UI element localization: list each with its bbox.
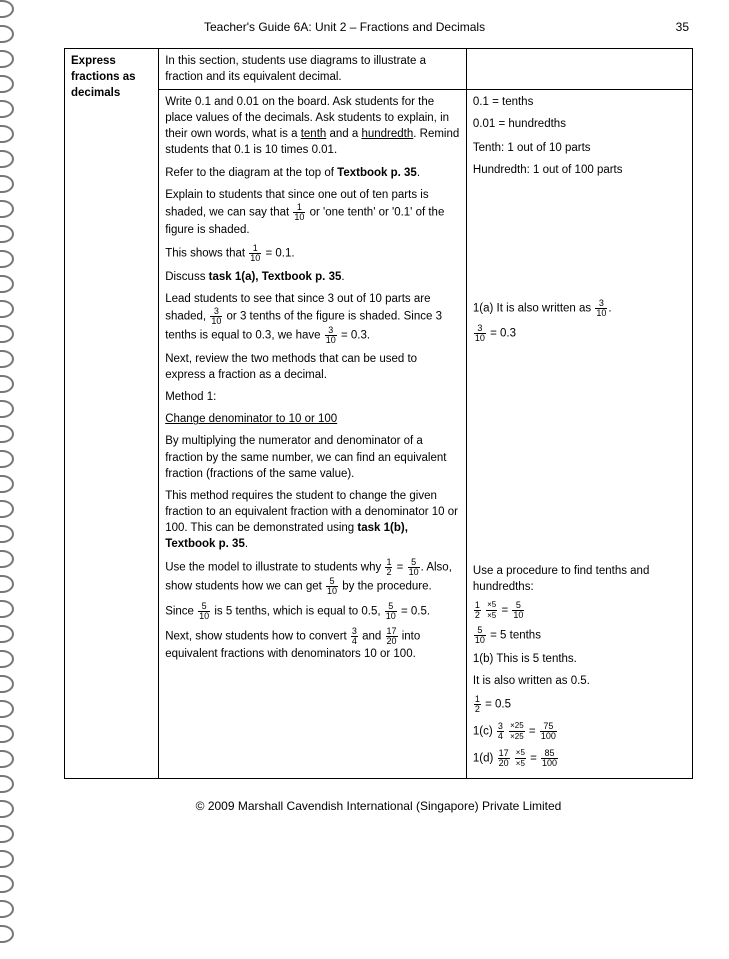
- header-title: Teacher's Guide 6A: Unit 2 – Fractions a…: [204, 20, 485, 34]
- fraction-mult: ×5×5: [515, 749, 526, 768]
- fraction: 110: [249, 244, 261, 263]
- fraction: 510: [408, 558, 420, 577]
- instruction-cell: Write 0.1 and 0.01 on the board. Ask stu…: [159, 90, 467, 779]
- copyright-footer: © 2009 Marshall Cavendish International …: [64, 799, 693, 813]
- fraction: 12: [474, 695, 481, 714]
- fraction: 510: [326, 577, 338, 596]
- fraction: 12: [385, 558, 392, 577]
- notes-cell: 0.1 = tenths 0.01 = hundredths Tenth: 1 …: [466, 90, 692, 779]
- instruction-cell: In this section, students use diagrams t…: [159, 49, 467, 90]
- fraction-mult: ×25×25: [509, 722, 525, 741]
- fraction: 1720: [498, 749, 510, 768]
- topic-cell: Express fractions as decimals: [65, 49, 159, 779]
- page-header: Teacher's Guide 6A: Unit 2 – Fractions a…: [64, 20, 693, 34]
- table-row: Write 0.1 and 0.01 on the board. Ask stu…: [65, 90, 693, 779]
- page-content: Teacher's Guide 6A: Unit 2 – Fractions a…: [28, 0, 729, 823]
- fraction: 510: [474, 626, 486, 645]
- fraction-mult: ×5×5: [486, 601, 497, 620]
- table-row: Express fractions as decimals In this se…: [65, 49, 693, 90]
- fraction: 12: [474, 601, 481, 620]
- fraction: 310: [595, 299, 607, 318]
- fraction: 510: [385, 602, 397, 621]
- page-number: 35: [676, 20, 689, 34]
- notes-cell: [466, 49, 692, 90]
- fraction: 510: [512, 601, 524, 620]
- spiral-binding: [0, 0, 24, 959]
- fraction: 1720: [386, 627, 398, 646]
- fraction: 34: [351, 627, 358, 646]
- fraction: 110: [293, 203, 305, 222]
- fraction: 85100: [541, 749, 558, 768]
- lesson-table: Express fractions as decimals In this se…: [64, 48, 693, 779]
- fraction: 310: [474, 324, 486, 343]
- fraction: 510: [198, 602, 210, 621]
- fraction: 75100: [540, 722, 557, 741]
- fraction: 310: [325, 326, 337, 345]
- fraction: 310: [210, 307, 222, 326]
- fraction: 34: [497, 722, 504, 741]
